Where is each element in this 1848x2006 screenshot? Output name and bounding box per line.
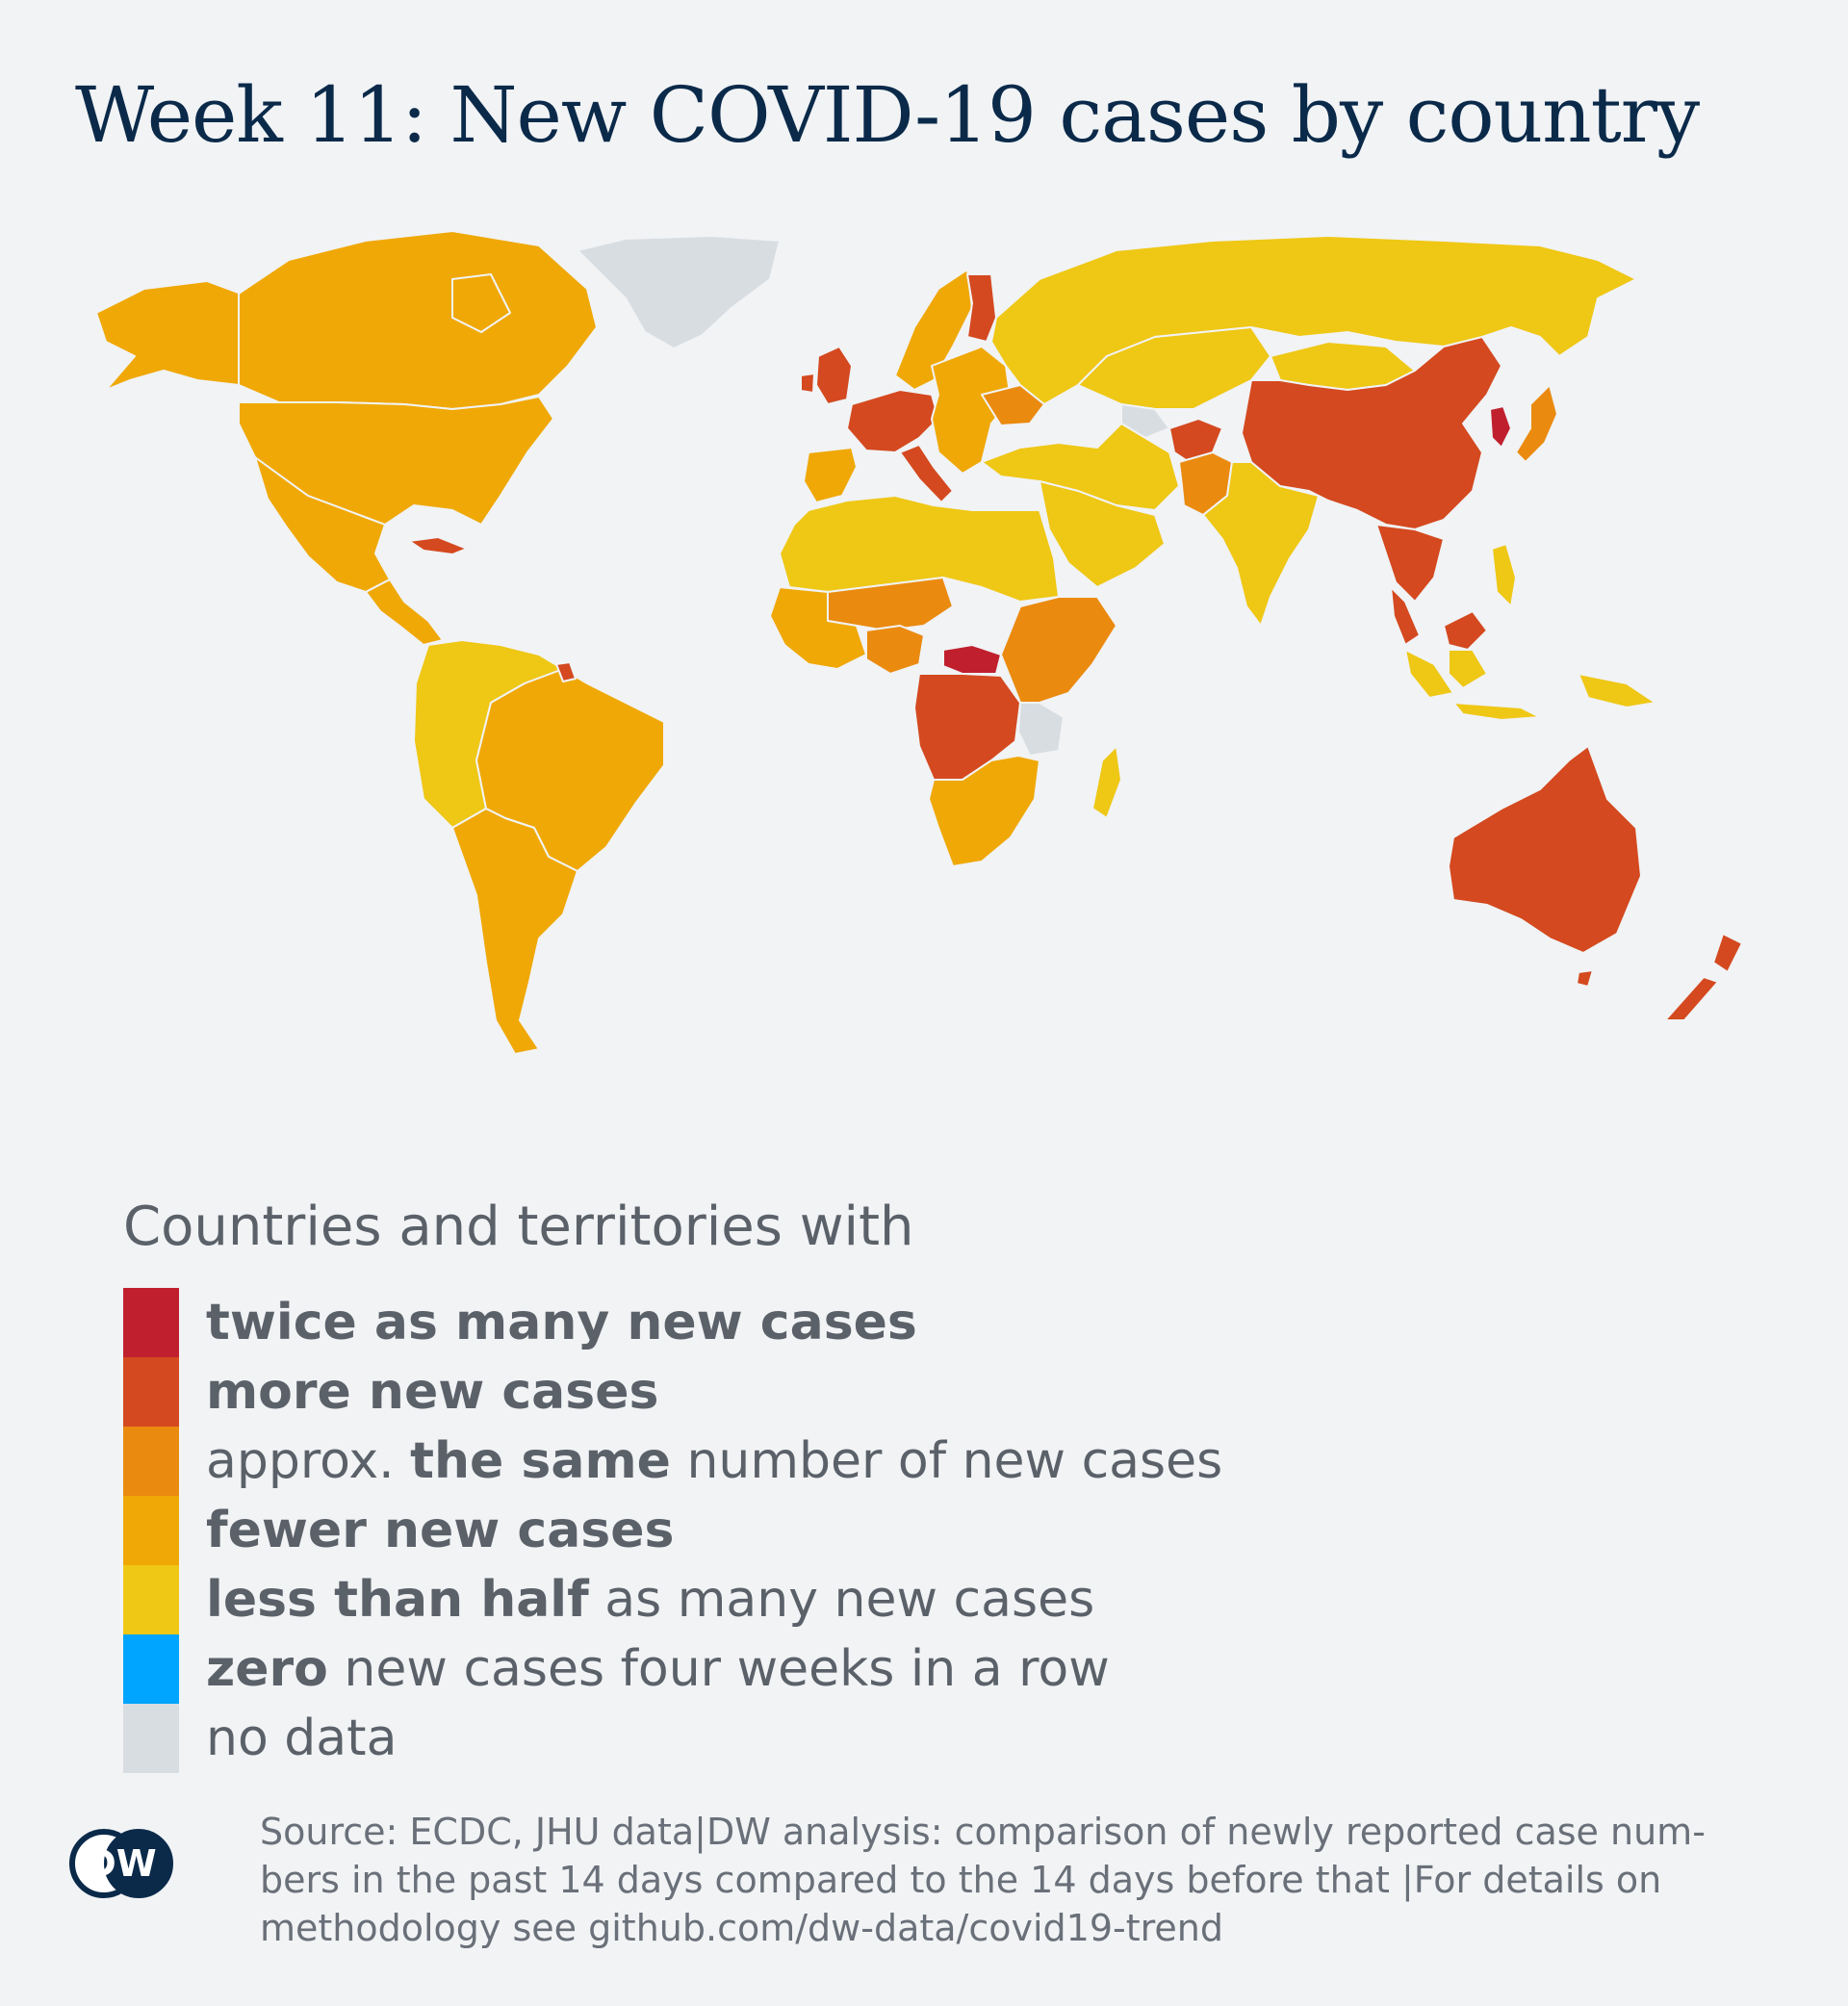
region-italy (899, 444, 954, 503)
region-arabia (1039, 480, 1166, 588)
region-central-african-republic (942, 644, 1002, 675)
dw-logo-text: DW (86, 1842, 156, 1885)
source-line: bers in the past 14 days compared to the… (260, 1859, 1662, 1901)
legend-label: fewer new cases (206, 1502, 675, 1559)
legend-item-fewer: fewer new cases (123, 1496, 1222, 1565)
legend-swatch (123, 1288, 179, 1357)
region-nigeria (865, 625, 925, 675)
legend-item-twice: twice as many new cases (123, 1288, 1222, 1357)
region-australia (1448, 745, 1642, 988)
region-india (1202, 461, 1320, 627)
region-philippines (1491, 543, 1517, 607)
region-ukraine (981, 384, 1045, 426)
region-west-africa (769, 586, 867, 670)
region-southeast-asia (1375, 524, 1445, 646)
source-line: Source: ECDC, JHU data|DW analysis: comp… (260, 1811, 1706, 1853)
legend-item-less-half: less than half as many new cases (123, 1565, 1222, 1634)
legend-label: approx. the same number of new cases (206, 1432, 1223, 1490)
region-greenland (577, 235, 781, 349)
region-alaska (95, 280, 242, 391)
region-turkmenistan (1120, 403, 1170, 439)
region-indonesia (1404, 649, 1541, 721)
dw-logo: DW (69, 1829, 173, 1902)
legend: twice as many new cases more new cases a… (123, 1288, 1222, 1773)
region-central-america (365, 579, 444, 646)
region-cuba (408, 536, 468, 555)
legend-item-more: more new cases (123, 1357, 1222, 1427)
region-british-isles (800, 346, 853, 405)
source-note: Source: ECDC, JHU data|DW analysis: comp… (260, 1808, 1790, 1952)
legend-label: twice as many new cases (206, 1294, 917, 1351)
region-french-guiana (555, 661, 577, 682)
region-madagascar (1091, 745, 1122, 819)
region-china (1241, 336, 1502, 530)
legend-heading: Countries and territories with (123, 1196, 914, 1258)
legend-swatch (123, 1496, 179, 1565)
page-title: Week 11: New COVID-19 cases by country (75, 70, 1700, 160)
region-korea (1489, 405, 1512, 449)
legend-label: less than half as many new cases (206, 1571, 1095, 1629)
region-papua (1578, 673, 1656, 708)
legend-label: zero new cases four weeks in a row (206, 1640, 1110, 1698)
region-east-africa (1000, 596, 1117, 704)
legend-swatch (123, 1357, 179, 1427)
world-map (0, 221, 1848, 1088)
legend-label: no data (206, 1710, 398, 1767)
region-southern-africa (928, 755, 1040, 867)
region-new-zealand (1664, 933, 1743, 1021)
legend-label: more new cases (206, 1363, 659, 1421)
region-tanzania (1017, 702, 1065, 757)
region-japan (1515, 384, 1558, 463)
region-finland (966, 273, 997, 343)
legend-swatch (123, 1634, 179, 1704)
region-borneo-malaysia (1443, 610, 1488, 651)
source-line: methodology see github.com/dw-data/covid… (260, 1907, 1223, 1949)
region-canada (238, 230, 598, 410)
legend-swatch (123, 1565, 179, 1634)
region-iberia (803, 447, 858, 503)
region-western-europe (846, 389, 939, 453)
legend-item-same: approx. the same number of new cases (123, 1427, 1222, 1496)
region-argentina-chile (451, 808, 578, 1055)
legend-swatch (123, 1427, 179, 1496)
legend-item-zero: zero new cases four weeks in a row (123, 1634, 1222, 1704)
legend-swatch (123, 1704, 179, 1773)
legend-item-no-data: no data (123, 1704, 1222, 1773)
